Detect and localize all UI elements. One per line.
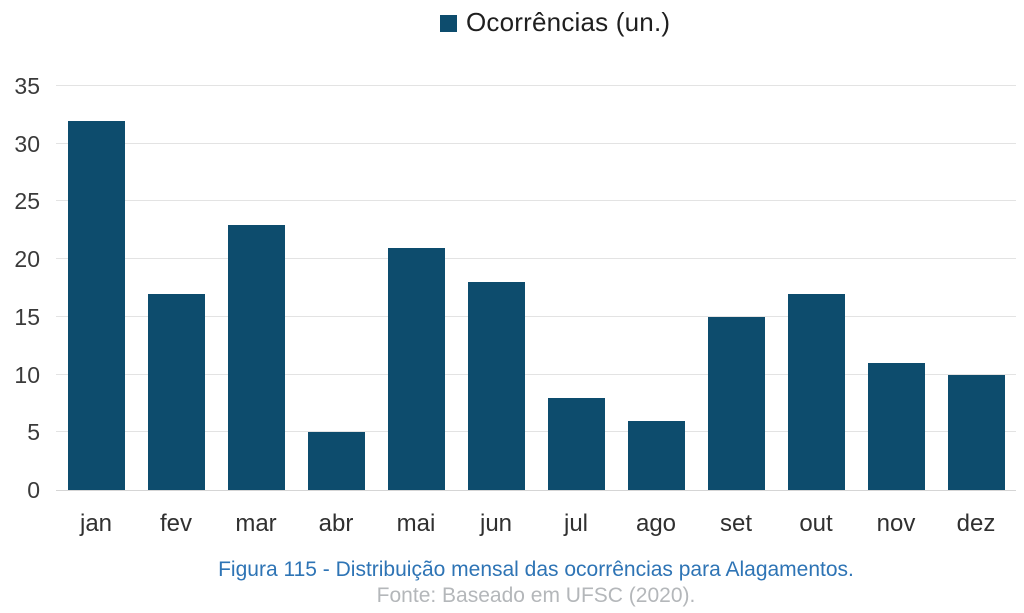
bar-fev: [147, 293, 205, 490]
bar-slot-set: [696, 86, 776, 490]
bar-slot-dez: [936, 86, 1016, 490]
x-tick-label-jan: jan: [79, 510, 113, 537]
gridline-15: [56, 315, 1016, 317]
y-tick-label-5: 5: [27, 419, 40, 446]
gridline-30: [56, 142, 1016, 144]
x-tick-label-fev: fev: [159, 510, 192, 537]
y-tick-label-35: 35: [14, 73, 40, 99]
bar-dez: [947, 374, 1005, 490]
x-axis-line: [56, 490, 1016, 491]
bar-series: [56, 86, 1016, 490]
x-axis-tick-labels: jan fev mar abr mai jun jul ago set out nov dez: [56, 506, 1016, 542]
chart-legend: Ocorrências (un.): [440, 7, 670, 38]
y-axis-tick-labels: 0 5 10 15 20 25 30 35: [0, 74, 40, 502]
x-tick-label-jul: jul: [563, 510, 588, 537]
bar-slot-out: [776, 86, 856, 490]
bar-jul: [547, 397, 605, 490]
bar-nov: [867, 363, 925, 490]
gridline-10: [56, 373, 1016, 375]
bar-jan: [67, 120, 125, 490]
x-tick-label-jun: jun: [479, 510, 513, 537]
x-tick-label-out: out: [799, 510, 833, 537]
legend-label: Ocorrências (un.): [466, 7, 671, 37]
x-tick-label-mai: mai: [396, 510, 436, 537]
gridline-35: [56, 85, 1016, 86]
bar-out: [787, 293, 845, 490]
bar-slot-mar: [216, 86, 296, 490]
x-tick-label-mar: mar: [235, 510, 277, 537]
bar-mai: [387, 247, 445, 490]
y-tick-label-20: 20: [14, 246, 40, 273]
legend-color-swatch-icon: [440, 15, 457, 32]
x-tick-label-dez: dez: [956, 510, 996, 537]
bar-mar: [227, 224, 285, 490]
plot-area: [56, 85, 1016, 491]
bar-slot-nov: [856, 86, 936, 490]
bar-slot-mai: [376, 86, 456, 490]
gridline-25: [56, 200, 1016, 202]
bar-ago: [627, 420, 685, 490]
bar-jun: [467, 282, 525, 490]
bar-slot-jun: [456, 86, 536, 490]
bar-slot-abr: [296, 86, 376, 490]
bar-set: [707, 316, 765, 490]
x-tick-label-nov: nov: [876, 510, 916, 537]
figure-caption: Figura 115 - Distribuição mensal das oco…: [218, 558, 854, 581]
gridline-20: [56, 258, 1016, 260]
bar-slot-fev: [136, 86, 216, 490]
figure-source: Fonte: Baseado em UFSC (2020).: [376, 584, 696, 607]
y-tick-label-0: 0: [27, 477, 40, 503]
y-tick-label-30: 30: [14, 130, 40, 157]
y-tick-label-10: 10: [14, 361, 40, 388]
bar-abr: [307, 432, 365, 490]
x-tick-label-ago: ago: [635, 510, 677, 537]
bar-slot-jan: [56, 86, 136, 490]
x-tick-label-set: set: [719, 510, 752, 537]
bar-slot-ago: [616, 86, 696, 490]
y-tick-label-25: 25: [14, 188, 40, 215]
gridline-5: [56, 431, 1016, 433]
x-tick-label-abr: abr: [318, 510, 354, 537]
bar-slot-jul: [536, 86, 616, 490]
y-tick-label-15: 15: [14, 303, 40, 330]
